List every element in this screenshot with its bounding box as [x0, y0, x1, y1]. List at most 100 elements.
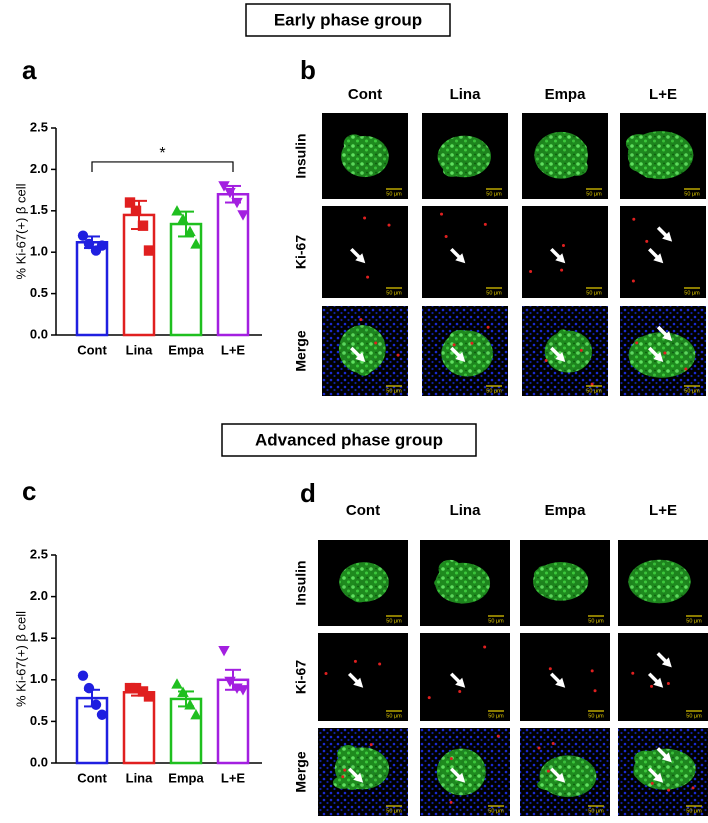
islet-lobe: [340, 569, 357, 587]
data-point: [184, 225, 196, 237]
islet-lobe: [366, 580, 384, 591]
islet-lobe: [629, 157, 658, 173]
panel-label: c: [22, 476, 36, 506]
micrograph: 50 μm: [420, 728, 510, 816]
data-point: [130, 682, 142, 694]
ki67-dot: [324, 671, 328, 675]
islet-lobe: [570, 775, 593, 792]
scale-bar-label: 50 μm: [386, 713, 402, 719]
column-label: Lina: [450, 86, 481, 103]
ki67-dot: [631, 671, 635, 675]
image-background: [520, 633, 610, 721]
islet-lobe: [360, 747, 375, 760]
islet-lobe: [625, 134, 652, 153]
micrograph: 50 μm: [318, 540, 408, 626]
islet-lobe: [445, 161, 464, 174]
data-point: [171, 205, 183, 216]
ki67-dot: [561, 244, 565, 248]
micrograph: 50 μm: [322, 206, 408, 298]
data-point: [190, 709, 202, 720]
ki67-dot: [667, 788, 671, 792]
islet-lobe: [459, 565, 475, 579]
scale-bar-label: 50 μm: [386, 191, 402, 197]
significance-bracket: [91, 161, 234, 172]
islet-lobe: [665, 353, 686, 370]
arrow-head: [555, 677, 566, 688]
arrow-head: [555, 772, 566, 783]
arrow-head: [661, 657, 672, 668]
ki67-dot: [546, 769, 550, 773]
image-background: [620, 206, 706, 298]
islet-lobe: [541, 153, 564, 175]
row-label: Merge: [293, 751, 309, 792]
scale-bar-label: 50 μm: [586, 388, 602, 394]
ki67-dot: [341, 775, 345, 779]
scale-bar-label: 50 μm: [486, 388, 502, 394]
data-point: [96, 240, 108, 251]
islet-lobe: [337, 745, 359, 763]
data-point: [90, 699, 102, 710]
data-point: [83, 682, 95, 694]
data-point: [177, 686, 189, 697]
ki67-dot: [452, 343, 456, 347]
scale-bar-label: 50 μm: [684, 191, 700, 197]
x-tick-label: Cont: [77, 770, 107, 785]
scale-bar-label: 50 μm: [588, 713, 604, 719]
arrow-head: [661, 752, 672, 763]
group-title: Early phase group: [274, 10, 422, 29]
scale-bar-label: 50 μm: [686, 618, 702, 624]
arrow-head: [353, 677, 364, 688]
islet-lobe: [631, 574, 653, 588]
ki67-dot: [396, 353, 400, 357]
data-point: [231, 197, 243, 209]
islet-lobe: [639, 768, 664, 787]
scale-bar-label: 50 μm: [588, 808, 604, 814]
x-tick-label: L+E: [221, 770, 246, 785]
image-background: [522, 206, 608, 298]
islet-lobe: [536, 565, 553, 578]
ki67-dot: [544, 358, 548, 362]
ki67-dot: [666, 681, 670, 685]
y-tick-label: 2.5: [30, 546, 48, 561]
scale-bar-label: 50 μm: [486, 290, 502, 296]
scale-bar-label: 50 μm: [386, 290, 402, 296]
scale-bar-label: 50 μm: [586, 191, 602, 197]
group-box: [245, 3, 451, 37]
data-point: [184, 699, 196, 710]
scale-bar-label: 50 μm: [588, 618, 604, 624]
ki67-dot: [449, 800, 453, 804]
row-label: Ki-67: [293, 660, 309, 694]
islet-lobe: [566, 158, 588, 176]
ki67-dot: [590, 669, 594, 673]
data-point: [218, 646, 230, 657]
ki67-dot: [470, 341, 474, 345]
y-axis-title: % Ki-67(+) β cell: [13, 183, 28, 279]
arrow-head: [355, 352, 366, 362]
islet-lobe: [662, 578, 681, 597]
column-label: L+E: [649, 502, 677, 519]
micrograph: 50 μm: [420, 633, 510, 721]
scale-bar-label: 50 μm: [586, 290, 602, 296]
x-tick-label: Lina: [126, 770, 153, 785]
micrograph: 50 μm: [318, 728, 408, 816]
islet-lobe: [447, 579, 473, 597]
arrow-head: [662, 331, 673, 341]
row-label: Ki-67: [293, 235, 309, 269]
ki67-dot: [529, 269, 533, 273]
data-point: [124, 682, 136, 694]
data-point: [124, 197, 136, 208]
ki67-dot: [650, 684, 654, 688]
ki67-dot: [593, 689, 597, 693]
data-point: [96, 709, 108, 720]
ki67-dot: [537, 746, 541, 750]
micrograph: 50 μm: [620, 206, 706, 298]
ki67-dot: [632, 217, 636, 221]
column-label: Cont: [346, 502, 380, 519]
arrow-head: [555, 253, 566, 264]
image-background: [422, 206, 508, 298]
scale-bar-label: 50 μm: [386, 808, 402, 814]
ki67-dot: [691, 786, 695, 790]
ki67-dot: [650, 781, 654, 785]
micrograph: 50 μm: [618, 540, 708, 626]
